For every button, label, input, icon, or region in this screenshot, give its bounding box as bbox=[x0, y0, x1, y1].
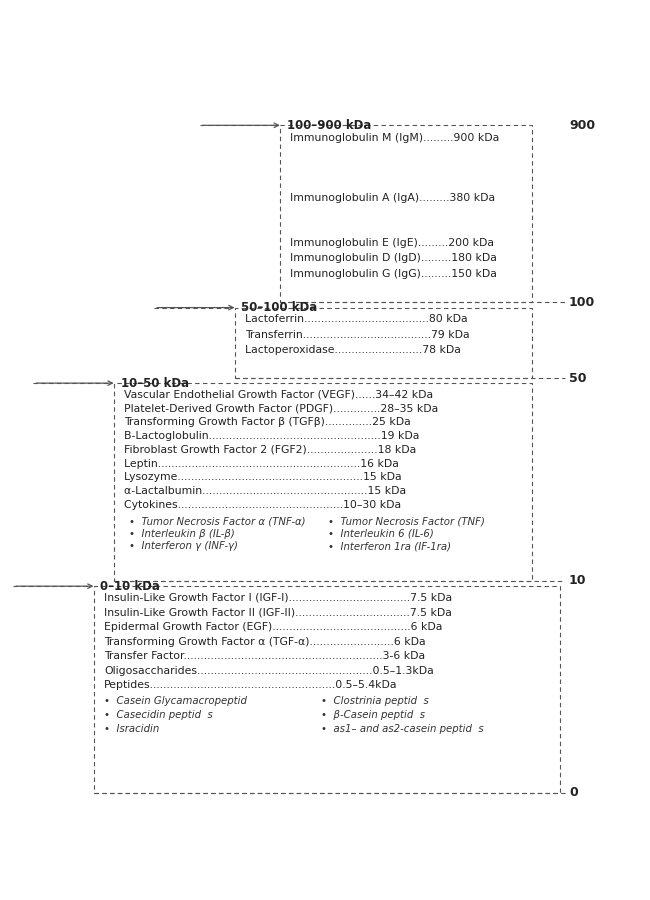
Text: Oligosaccharides....................................................0.5–1.3kDa: Oligosaccharides........................… bbox=[104, 666, 434, 676]
Text: Platelet-Derived Growth Factor (PDGF)..............28–35 kDa: Platelet-Derived Growth Factor (PDGF)...… bbox=[124, 403, 438, 413]
Text: •  β-Casein peptid  s: • β-Casein peptid s bbox=[320, 710, 424, 720]
Text: 10–50 kDa: 10–50 kDa bbox=[120, 376, 188, 390]
Text: •  Tumor Necrosis Factor (TNF): • Tumor Necrosis Factor (TNF) bbox=[328, 517, 485, 526]
Text: Transforming Growth Factor β (TGFβ)..............25 kDa: Transforming Growth Factor β (TGFβ).....… bbox=[124, 417, 411, 427]
Text: 50: 50 bbox=[569, 372, 586, 385]
Text: •  Casecidin peptid  s: • Casecidin peptid s bbox=[104, 710, 213, 720]
Text: •  Casein Glycamacropeptid: • Casein Glycamacropeptid bbox=[104, 697, 247, 706]
Text: 900: 900 bbox=[569, 119, 595, 131]
Text: 100–900 kDa: 100–900 kDa bbox=[287, 119, 371, 131]
Text: •  Clostrinia peptid  s: • Clostrinia peptid s bbox=[320, 697, 428, 706]
Text: Lactoferrin.....................................80 kDa: Lactoferrin.............................… bbox=[245, 314, 467, 324]
Text: Transforming Growth Factor α (TGF-α).........................6 kDa: Transforming Growth Factor α (TGF-α)....… bbox=[104, 636, 426, 646]
Text: •  Interferon γ (INF-γ): • Interferon γ (INF-γ) bbox=[129, 541, 238, 551]
Text: Lysozyme.......................................................15 kDa: Lysozyme................................… bbox=[124, 472, 402, 482]
Text: α-Lactalbumin.................................................15 kDa: α-Lactalbumin...........................… bbox=[124, 486, 406, 496]
Text: 100: 100 bbox=[569, 295, 595, 309]
Text: Epidermal Growth Factor (EGF).........................................6 kDa: Epidermal Growth Factor (EGF)...........… bbox=[104, 622, 442, 632]
Text: Immunoglobulin D (IgD).........180 kDa: Immunoglobulin D (IgD).........180 kDa bbox=[291, 254, 497, 264]
Text: •  Tumor Necrosis Factor α (TNF-α): • Tumor Necrosis Factor α (TNF-α) bbox=[129, 517, 306, 526]
Text: 0: 0 bbox=[569, 787, 578, 799]
Text: •  Interleukin 6 (IL-6): • Interleukin 6 (IL-6) bbox=[328, 528, 434, 539]
Text: 50–100 kDa: 50–100 kDa bbox=[241, 302, 318, 314]
Text: Transfer Factor...........................................................3-6 kD: Transfer Factor.........................… bbox=[104, 652, 425, 662]
Text: B-Lactoglobulin...................................................19 kDa: B-Lactoglobulin.........................… bbox=[124, 431, 419, 441]
Text: Leptin............................................................16 kDa: Leptin..................................… bbox=[124, 458, 399, 469]
Text: Cytokines.................................................10–30 kDa: Cytokines...............................… bbox=[124, 500, 401, 510]
Text: Peptides.......................................................0.5–5.4kDa: Peptides................................… bbox=[104, 680, 397, 690]
Text: •  Isracidin: • Isracidin bbox=[104, 724, 159, 734]
Text: 0–10 kDa: 0–10 kDa bbox=[100, 580, 161, 593]
Text: Lactoperoxidase..........................78 kDa: Lactoperoxidase.........................… bbox=[245, 345, 461, 355]
Text: Insulin-Like Growth Factor II (IGF-II)..................................7.5 kDa: Insulin-Like Growth Factor II (IGF-II)..… bbox=[104, 608, 452, 617]
Bar bbox=[94, 586, 560, 793]
Text: 10: 10 bbox=[569, 574, 586, 587]
Text: •  Interferon 1ra (IF-1ra): • Interferon 1ra (IF-1ra) bbox=[328, 541, 451, 551]
Text: Transferrin......................................79 kDa: Transferrin.............................… bbox=[245, 329, 469, 339]
Bar bbox=[280, 125, 532, 302]
Text: Immunoglobulin E (IgE).........200 kDa: Immunoglobulin E (IgE).........200 kDa bbox=[291, 238, 494, 248]
Text: •  as1– and as2-casein peptid  s: • as1– and as2-casein peptid s bbox=[320, 724, 483, 734]
Text: Fibroblast Growth Factor 2 (FGF2).....................18 kDa: Fibroblast Growth Factor 2 (FGF2).......… bbox=[124, 445, 416, 455]
Text: Immunoglobulin M (IgM).........900 kDa: Immunoglobulin M (IgM).........900 kDa bbox=[291, 133, 500, 143]
Bar bbox=[114, 383, 532, 580]
Text: Insulin-Like Growth Factor I (IGF-I)....................................7.5 kDa: Insulin-Like Growth Factor I (IGF-I)....… bbox=[104, 593, 452, 603]
Text: Immunoglobulin G (IgG).........150 kDa: Immunoglobulin G (IgG).........150 kDa bbox=[291, 268, 497, 279]
Text: •  Interleukin β (IL-β): • Interleukin β (IL-β) bbox=[129, 528, 235, 539]
Text: Immunoglobulin A (IgA).........380 kDa: Immunoglobulin A (IgA).........380 kDa bbox=[291, 194, 495, 203]
Text: Vascular Endothelial Growth Factor (VEGF)......34–42 kDa: Vascular Endothelial Growth Factor (VEGF… bbox=[124, 389, 433, 400]
Bar bbox=[235, 308, 532, 378]
